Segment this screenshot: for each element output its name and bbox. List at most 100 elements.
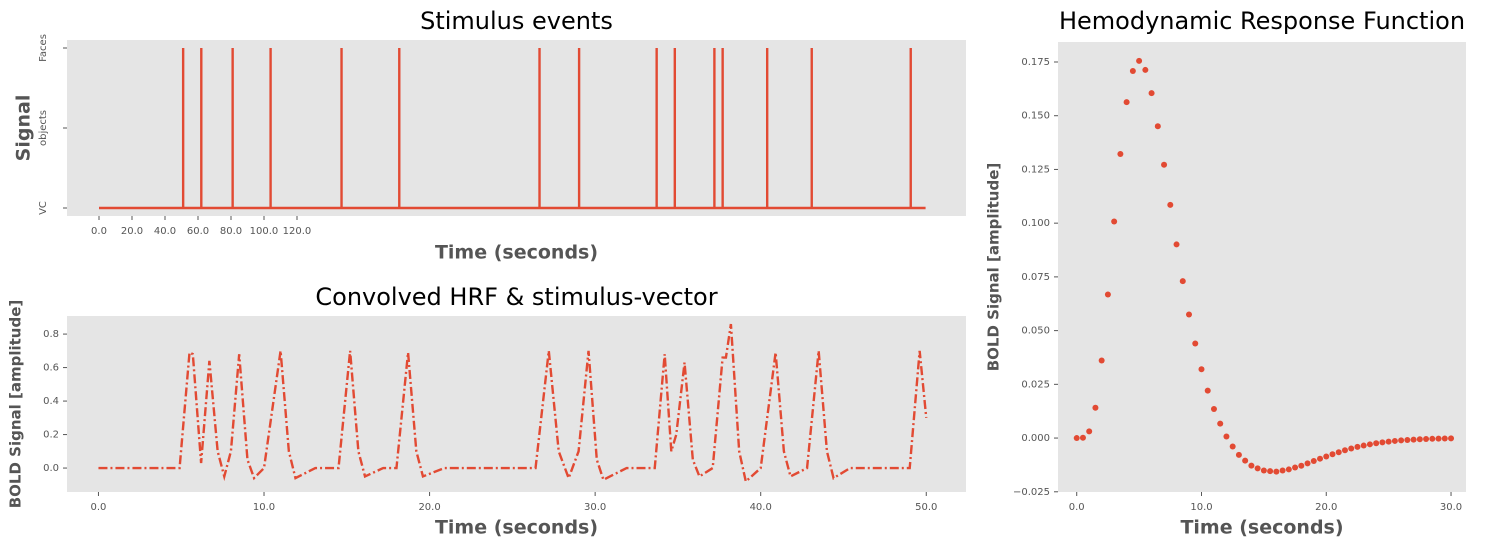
x-tick-label: 40.0 [750, 502, 772, 513]
data-point [1148, 90, 1155, 97]
y-tick-label: 0.075 [1021, 272, 1050, 283]
data-point [1229, 443, 1236, 450]
data-point [1179, 278, 1186, 285]
x-axis-label: Time (seconds) [1180, 517, 1343, 539]
y-tick-label: Faces [38, 34, 49, 62]
data-point [1448, 435, 1455, 442]
x-tick-label: 10.0 [1190, 502, 1212, 513]
data-point [1398, 437, 1405, 444]
data-point [1223, 433, 1230, 440]
data-point [1111, 218, 1118, 225]
data-point [1429, 435, 1436, 442]
data-point [1154, 123, 1161, 130]
x-tick-label: 60.0 [187, 226, 209, 237]
data-point [1410, 436, 1417, 443]
data-point [1435, 435, 1442, 442]
y-axis-label: BOLD Signal [amplitude] [985, 163, 1003, 372]
data-point [1360, 442, 1367, 449]
x-tick-label: 120.0 [283, 226, 312, 237]
data-point [1379, 439, 1386, 446]
chart-title: Stimulus events [420, 7, 613, 35]
data-point [1092, 404, 1099, 411]
x-axis-label: Time (seconds) [435, 242, 598, 264]
data-line [99, 48, 926, 210]
data-point [1416, 436, 1423, 443]
y-tick-label: 0.150 [1021, 111, 1050, 122]
y-tick-label: VC [38, 201, 49, 215]
x-tick-label: 30.0 [1440, 502, 1462, 513]
data-point [1285, 466, 1292, 473]
data-point [1317, 455, 1324, 462]
data-point [1217, 420, 1224, 427]
data-point [1173, 241, 1180, 248]
data-point [1242, 457, 1249, 464]
y-tick-label: 0.6 [43, 363, 59, 374]
data-point [1441, 435, 1448, 442]
data-point [1254, 465, 1261, 472]
x-tick-label: 50.0 [915, 502, 937, 513]
y-tick-label: objects [38, 110, 49, 146]
x-tick-label: 80.0 [220, 226, 242, 237]
x-tick-label: 0.0 [91, 502, 107, 513]
data-point [1404, 436, 1411, 443]
data-point [1354, 443, 1361, 450]
data-point [1104, 291, 1111, 298]
data-point [1292, 464, 1299, 471]
x-tick-label: 40.0 [154, 226, 176, 237]
plot-area [1058, 42, 1466, 492]
data-point [1186, 311, 1193, 318]
y-tick-label: 0.8 [43, 329, 59, 340]
plot-area [67, 316, 966, 492]
data-point [1142, 66, 1149, 73]
data-point [1073, 435, 1080, 442]
data-point [1279, 467, 1286, 474]
y-tick-label: 0.175 [1021, 57, 1050, 68]
data-point [1273, 468, 1280, 475]
y-tick-label: 0.100 [1021, 218, 1050, 229]
data-point [1348, 445, 1355, 452]
chart-title: Convolved HRF & stimulus-vector [315, 283, 717, 311]
x-tick-label: 20.0 [418, 502, 440, 513]
data-point [1086, 428, 1093, 435]
x-tick-label: 0.0 [1069, 502, 1085, 513]
y-axis-label: Signal [13, 95, 35, 162]
x-tick-label: 30.0 [584, 502, 606, 513]
x-tick-label: 10.0 [253, 502, 275, 513]
y-tick-label: 0.0 [43, 463, 59, 474]
data-point [1341, 447, 1348, 454]
data-point [1366, 441, 1373, 448]
data-point [1267, 468, 1274, 475]
data-point [1198, 366, 1205, 373]
data-point [1310, 458, 1317, 465]
data-point [1335, 449, 1342, 456]
y-tick-label: 0.125 [1021, 164, 1050, 175]
data-point [1248, 462, 1255, 469]
data-point [1210, 406, 1217, 413]
x-axis-label: Time (seconds) [435, 517, 598, 539]
x-tick-label: 20.0 [121, 226, 143, 237]
data-point [1123, 99, 1130, 106]
y-tick-label: 0.025 [1021, 379, 1050, 390]
data-point [1323, 453, 1330, 460]
x-tick-label: 0.0 [91, 226, 107, 237]
plot-area [67, 40, 966, 216]
data-point [1260, 467, 1267, 474]
data-point [1329, 451, 1336, 458]
y-tick-label: 0.4 [43, 396, 59, 407]
data-point [1079, 434, 1086, 441]
data-point [1129, 68, 1136, 75]
data-point [1167, 201, 1174, 208]
data-point [1117, 150, 1124, 157]
data-point [1204, 387, 1211, 394]
data-point [1192, 340, 1199, 347]
data-point [1098, 357, 1105, 364]
x-tick-label: 20.0 [1315, 502, 1337, 513]
data-point [1373, 440, 1380, 447]
x-tick-label: 100.0 [250, 226, 279, 237]
data-point [1304, 460, 1311, 467]
data-point [1136, 57, 1143, 64]
y-tick-label: 0.000 [1021, 433, 1050, 444]
y-axis-label: BOLD Signal [amplitude] [7, 300, 25, 509]
chart-title: Hemodynamic Response Function [1059, 7, 1465, 35]
